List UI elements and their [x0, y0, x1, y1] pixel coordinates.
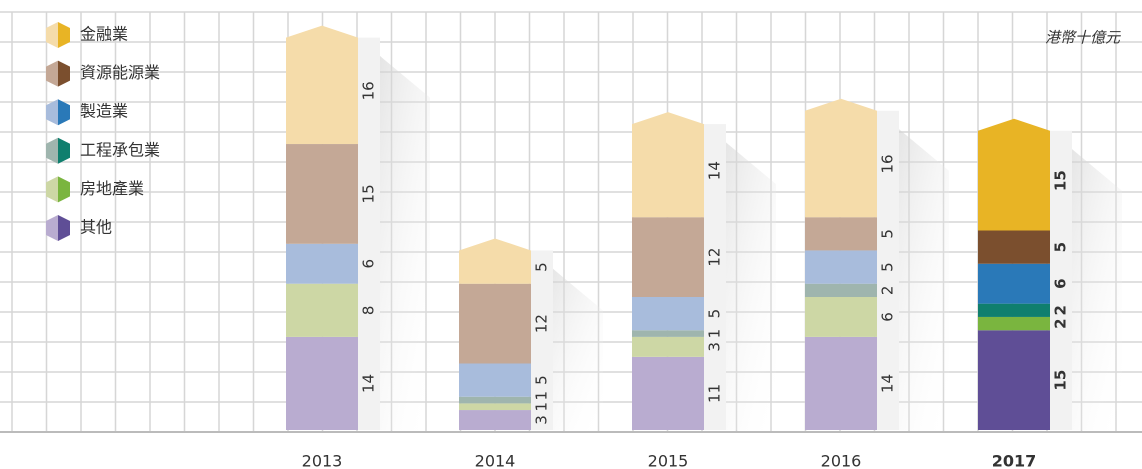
data-label: 15 [1052, 370, 1070, 391]
label-strip [1050, 130, 1072, 430]
data-label: 2 [1052, 318, 1070, 328]
bar-segment [805, 283, 877, 297]
label-strip [704, 124, 726, 430]
x-tick-label: 2015 [648, 452, 689, 469]
bar-segment [286, 243, 358, 284]
x-tick-label: 2013 [302, 452, 343, 469]
data-label: 5 [1052, 242, 1070, 252]
bar-segment [805, 98, 877, 218]
data-label: 3 [706, 342, 724, 352]
data-label: 1 [533, 402, 551, 412]
data-label: 8 [360, 306, 378, 316]
bar-segment [459, 363, 531, 397]
bar-segment [978, 316, 1050, 331]
data-label: 14 [879, 374, 897, 393]
x-tick-label: 2016 [821, 452, 862, 469]
legend-label: 工程承包業 [80, 140, 160, 159]
data-label: 12 [533, 314, 551, 333]
legend-label: 金融業 [80, 25, 128, 44]
bar-segment [978, 230, 1050, 264]
legend-icon-right [58, 99, 70, 126]
bar-segment [978, 303, 1050, 317]
bar-segment [286, 144, 358, 244]
bar-segment [632, 112, 704, 218]
bar-segment [632, 356, 704, 430]
legend-icon-left [46, 99, 58, 126]
bar-segment [805, 250, 877, 284]
bar-segment [632, 297, 704, 331]
bar-segment [632, 217, 704, 297]
data-label: 11 [706, 384, 724, 403]
data-label: 16 [879, 154, 897, 173]
data-label: 1 [706, 329, 724, 339]
data-label: 2 [1052, 305, 1070, 315]
data-label: 6 [360, 259, 378, 269]
bar-segment [459, 238, 531, 284]
legend-icon-right [58, 137, 70, 164]
bar-segment [286, 336, 358, 430]
bar-segment [459, 283, 531, 364]
label-strip [877, 110, 899, 431]
unit-label: 港幣十億元 [1045, 29, 1121, 47]
legend-label: 製造業 [80, 102, 128, 121]
bar-segment [978, 263, 1050, 304]
label-strip [358, 37, 380, 431]
data-label: 5 [879, 262, 897, 272]
data-label: 15 [360, 184, 378, 203]
legend-icon-right [58, 215, 70, 241]
bar-segment [632, 336, 704, 357]
bar-segment [459, 403, 531, 411]
bar-segment [978, 118, 1050, 231]
data-label: 5 [879, 229, 897, 239]
data-label: 16 [360, 81, 378, 100]
bar-segment [286, 25, 358, 145]
x-tick-label: 2017 [992, 452, 1037, 469]
legend-label: 資源能源業 [80, 63, 160, 82]
bar-segment [805, 336, 877, 430]
data-label: 5 [706, 309, 724, 319]
data-label: 2 [879, 286, 897, 296]
legend-icon-left [46, 176, 58, 203]
bar-segment [805, 217, 877, 251]
legend-icon-left [46, 60, 58, 87]
legend-icon-left [46, 22, 58, 48]
data-label: 15 [1052, 170, 1070, 191]
legend-icon-right [58, 60, 70, 87]
bar-segment [459, 410, 531, 430]
legend-icon-right [58, 22, 70, 48]
data-label: 6 [1052, 278, 1070, 288]
data-label: 5 [533, 262, 551, 272]
data-label: 14 [360, 374, 378, 393]
bar-segment [805, 297, 877, 337]
bar-segment [978, 330, 1050, 430]
bar-segment [459, 396, 531, 404]
data-label: 6 [879, 312, 897, 322]
legend-label: 其他 [80, 218, 112, 237]
legend-label: 房地產業 [80, 179, 144, 198]
label-strip [531, 250, 553, 430]
legend-icon-left [46, 215, 58, 241]
legend-icon-right [58, 176, 70, 203]
data-label: 3 [533, 415, 551, 425]
bar-segment [632, 330, 704, 337]
data-label: 5 [533, 375, 551, 385]
data-label: 1 [533, 391, 551, 401]
legend-icon-left [46, 137, 58, 164]
data-label: 12 [706, 248, 724, 267]
bar-segment [286, 283, 358, 337]
data-label: 14 [706, 161, 724, 180]
x-tick-label: 2014 [475, 452, 516, 469]
